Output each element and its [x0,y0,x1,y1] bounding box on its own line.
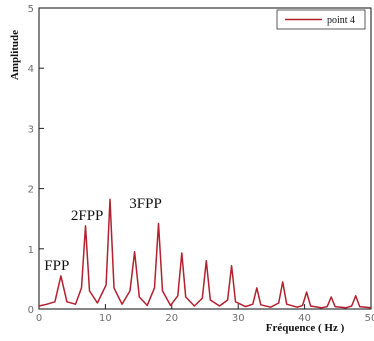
y-tick-label: 4 [28,64,34,75]
legend-series-label: point 4 [327,15,355,26]
x-tick-label: 40 [298,313,311,324]
peak-annotation: 3FPP [129,196,162,212]
x-tick-label: 20 [165,313,178,324]
axes-layer: 01234501020304050 [28,4,374,324]
peak-annotation: 2FPP [71,208,104,224]
y-tick-label: 3 [28,124,34,135]
y-tick-label: 1 [28,245,34,256]
x-tick-label: 30 [232,313,245,324]
x-axis-label: Fréquence ( Hz ) [266,322,345,334]
series-line [38,198,372,309]
y-tick-label: 2 [28,185,34,196]
x-tick-label: 0 [36,313,42,324]
x-tick-label: 10 [99,313,112,324]
y-tick-label: 5 [28,4,34,15]
plot-frame [38,7,372,310]
series-layer [38,198,372,309]
annotations-layer: FPP 2FPP 3FPP [44,196,162,274]
y-axis-label: Amplitude [9,30,21,80]
y-tick-label: 0 [28,305,34,316]
chart-legend: point 4 [276,9,366,30]
x-tick-label: 50 [365,313,374,324]
peak-annotation: FPP [44,258,69,274]
